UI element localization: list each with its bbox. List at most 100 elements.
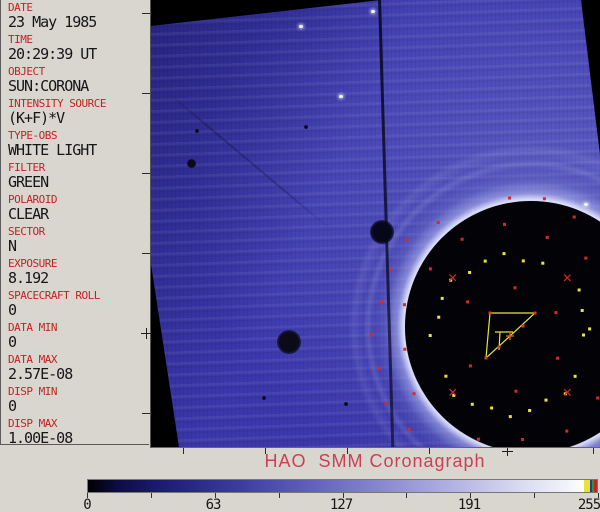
red-ring-outer-dot xyxy=(436,221,440,224)
red-ring-outer-dot xyxy=(380,300,384,304)
yellow-ring-dot xyxy=(502,252,506,256)
red-ring-outer-dot xyxy=(389,268,393,272)
red-ring-outer-dot xyxy=(407,427,411,431)
flag-vertex-dot xyxy=(533,311,537,315)
metadata-field: DISP MAX 1.00E-08 xyxy=(8,418,149,445)
bottom-axis-tick xyxy=(183,448,184,454)
red-ring-inner-dot xyxy=(556,356,559,360)
yellow-ring-dot xyxy=(528,409,532,412)
dark-spot xyxy=(186,158,196,168)
red-ring-mid-dot xyxy=(503,222,506,226)
field-value: (K+F)*V xyxy=(8,109,65,127)
flag-vertex-dot xyxy=(484,356,488,360)
red-ring-outer-dot xyxy=(508,196,512,200)
red-ring-mid-dot xyxy=(596,396,600,400)
field-value: 23 May 1985 xyxy=(8,13,97,31)
colorbar-annotation-stripes xyxy=(584,480,597,492)
red-ring-mid-dot xyxy=(428,267,432,271)
metadata-field: INTENSITY SOURCE (K+F)*V xyxy=(8,98,149,127)
yellow-ring-dot xyxy=(440,296,444,300)
field-label: TIME xyxy=(8,33,33,46)
metadata-field: SECTOR N xyxy=(8,226,149,255)
metadata-field: OBJECT SUN:CORONA xyxy=(8,66,149,95)
field-label: DISP MAX xyxy=(8,417,57,430)
colorbar-tick xyxy=(406,493,408,498)
coronagraph-image[interactable] xyxy=(150,0,600,448)
metadata-field: DATA MIN 0 xyxy=(8,322,149,351)
left-axis-tick xyxy=(142,173,150,174)
colorbar-tick-label: 127 xyxy=(329,497,353,512)
colorbar-tick-label: 191 xyxy=(457,497,481,512)
red-ring-mid-dot xyxy=(565,429,569,433)
field-value: N xyxy=(8,237,17,255)
field-value: GREEN xyxy=(8,173,49,191)
left-axis-cross xyxy=(146,328,147,339)
field-label: DATE xyxy=(8,1,33,14)
colorbar-stripe-green xyxy=(592,480,594,492)
x-mark xyxy=(563,274,571,282)
red-ring-inner-dot xyxy=(466,300,470,304)
field-value: WHITE LIGHT xyxy=(8,141,97,159)
red-ring-outer-dot xyxy=(572,215,576,219)
colorbar-tick xyxy=(598,493,599,498)
field-label: SPACECRAFT ROLL xyxy=(8,289,100,302)
colorbar-tick xyxy=(214,493,216,498)
field-value: 1.00E-08 xyxy=(8,429,73,445)
field-label: SECTOR xyxy=(8,225,45,238)
bottom-axis-tick xyxy=(429,448,430,454)
yellow-ring-dot xyxy=(544,398,548,402)
yellow-ring-dot xyxy=(508,415,512,419)
x-mark xyxy=(449,388,457,396)
colorbar-stripe-yellow xyxy=(584,480,590,492)
yellow-ring-dot xyxy=(573,374,577,378)
bright-speck xyxy=(339,95,343,98)
field-label: DISP MIN xyxy=(8,385,57,398)
field-value: 0 xyxy=(8,397,17,415)
intensity-colorbar xyxy=(87,479,598,493)
yellow-ring-dot xyxy=(580,309,584,312)
colorbar-tick xyxy=(278,493,280,498)
bright-speck xyxy=(371,10,375,13)
yellow-ring-dot xyxy=(468,271,472,274)
red-ring-outer-dot xyxy=(369,333,373,337)
bottom-axis-tick xyxy=(265,448,266,454)
field-label: TYPE-OBS xyxy=(8,129,57,142)
yellow-ring-dot xyxy=(541,261,545,265)
metadata-sidebar: DATE 23 May 1985 TIME 20:29:39 UT OBJECT SUN:… xyxy=(0,0,149,445)
red-ring-outer-dot xyxy=(384,401,388,405)
red-ring-inner-dot xyxy=(554,311,558,315)
yellow-ring-dot xyxy=(521,259,525,263)
metadata-field: EXPOSURE 8.192 xyxy=(8,258,149,287)
yellow-ring-dot xyxy=(452,393,456,397)
metadata-field: DATE 23 May 1985 xyxy=(8,2,149,31)
colorbar-tick-label: 63 xyxy=(205,497,222,512)
red-ring-inner-dot xyxy=(514,389,518,393)
dark-spot xyxy=(304,125,308,129)
red-ring-mid-dot xyxy=(521,438,525,441)
field-value: SUN:CORONA xyxy=(8,77,89,95)
yellow-ring-dot xyxy=(437,315,441,319)
x-mark xyxy=(449,274,457,282)
yellow-ring-dot xyxy=(577,288,581,292)
field-value: 2.57E-08 xyxy=(8,365,73,383)
bright-speck xyxy=(584,203,588,206)
bottom-axis-cross xyxy=(507,448,508,456)
flag-vertex-dot xyxy=(497,345,501,349)
metadata-field: POLAROID CLEAR xyxy=(8,194,149,223)
colorbar-tick xyxy=(150,493,152,498)
field-value: 0 xyxy=(8,333,17,351)
dark-spot xyxy=(277,330,301,354)
left-axis-tick xyxy=(142,253,150,254)
field-label: DATA MAX xyxy=(8,353,57,366)
bottom-axis-tick xyxy=(593,448,594,454)
yellow-ring-dot xyxy=(483,259,487,263)
field-label: OBJECT xyxy=(8,65,45,78)
occulting-disk xyxy=(405,201,600,447)
colorbar-tick xyxy=(87,493,88,498)
red-ring-outer-dot xyxy=(406,238,410,242)
dark-spot xyxy=(344,402,348,406)
metadata-field: TYPE-OBS WHITE LIGHT xyxy=(8,130,149,159)
field-value: 8.192 xyxy=(8,269,49,287)
colorbar-tick xyxy=(470,493,472,498)
